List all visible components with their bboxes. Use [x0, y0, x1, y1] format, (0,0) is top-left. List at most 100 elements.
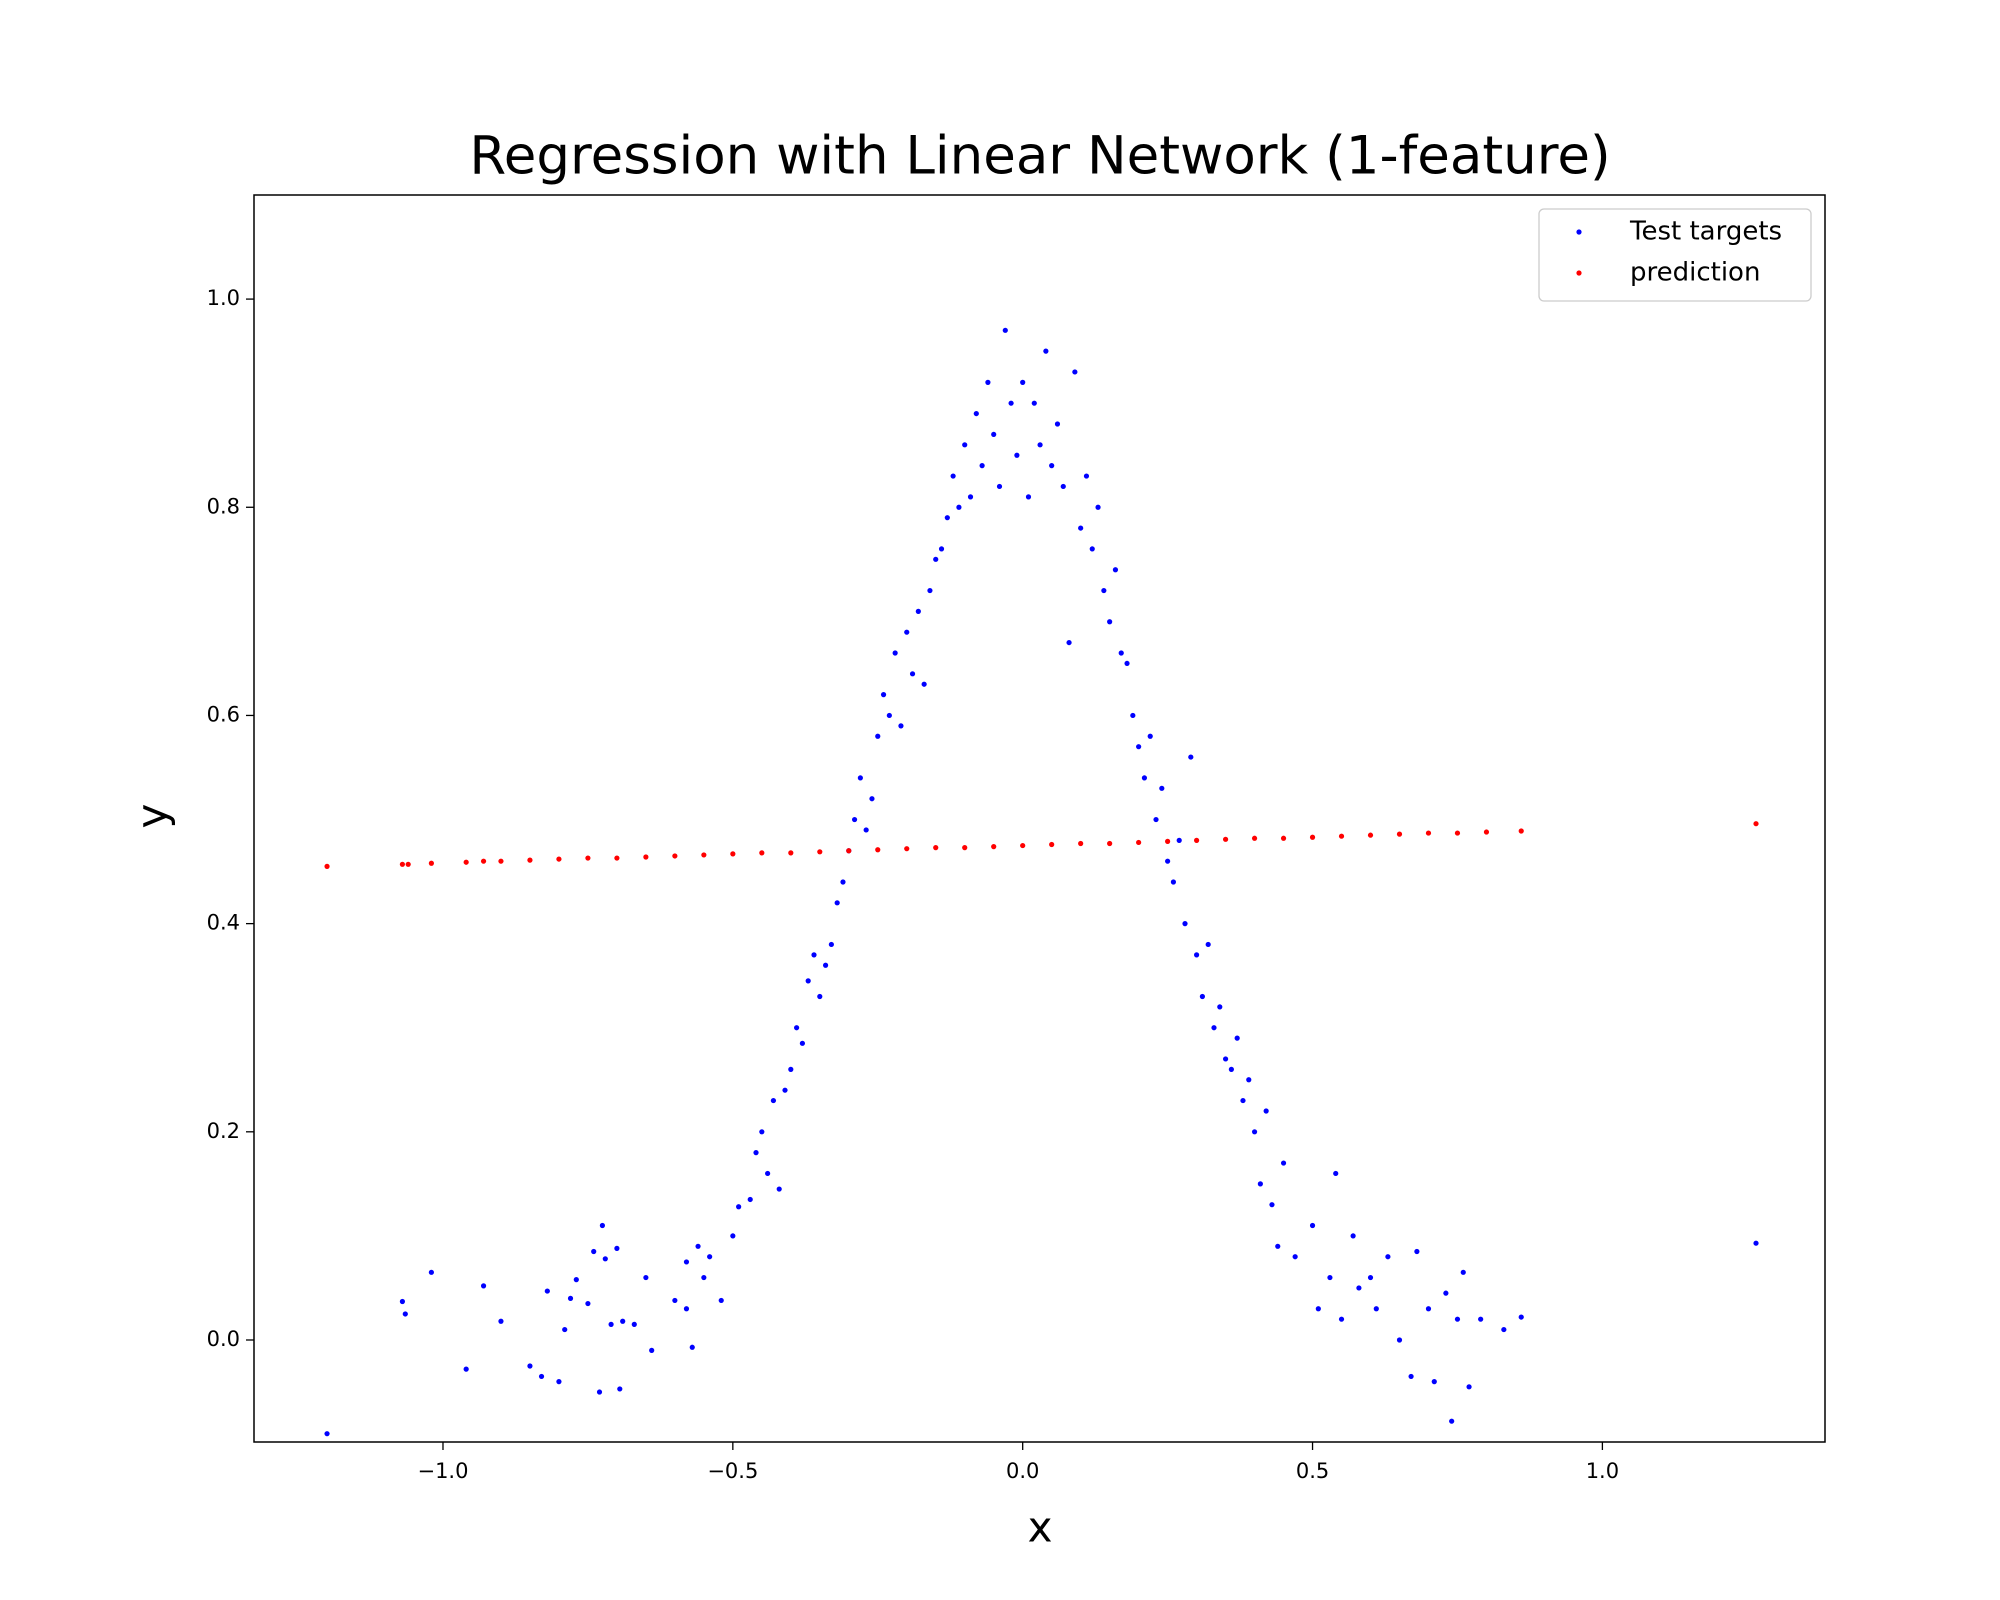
- y-tick-label: 0.2: [207, 1119, 240, 1143]
- scatter-point: [631, 1321, 637, 1327]
- scatter-point: [480, 1283, 487, 1289]
- scatter-point: [1338, 1316, 1345, 1322]
- scatter-point: [689, 1344, 695, 1350]
- scatter-point: [1031, 400, 1037, 406]
- scatter-point: [556, 856, 562, 862]
- scatter-point: [956, 504, 962, 510]
- scatter-point: [851, 816, 858, 823]
- scatter-point: [701, 852, 707, 858]
- legend-label: prediction: [1630, 258, 1760, 288]
- scatter-point: [324, 863, 330, 869]
- scatter-point: [979, 463, 985, 469]
- scatter-point: [822, 962, 829, 968]
- scatter-point: [1194, 837, 1200, 843]
- scatter-point: [1107, 840, 1113, 847]
- scatter-point: [602, 1256, 608, 1262]
- scatter-point: [399, 1298, 406, 1305]
- scatter-point: [585, 855, 591, 861]
- scatter-point: [1002, 327, 1008, 333]
- scatter-point: [1147, 733, 1153, 739]
- scatter-point: [614, 855, 620, 861]
- scatter-point: [463, 859, 469, 865]
- scatter-point: [1182, 921, 1188, 927]
- scatter-point: [1194, 952, 1200, 958]
- scatter-point: [770, 1097, 777, 1104]
- scatter-point: [1280, 1160, 1287, 1166]
- scatter-point: [1257, 1181, 1263, 1187]
- scatter-point: [765, 1170, 771, 1177]
- scatter-point: [962, 442, 968, 448]
- scatter-point: [1124, 660, 1130, 667]
- scatter-point: [1014, 452, 1020, 458]
- scatter-point: [788, 1066, 794, 1072]
- scatter-point: [620, 1318, 626, 1324]
- scatter-point: [1367, 1274, 1374, 1281]
- scatter-point: [730, 1233, 736, 1239]
- scatter-point: [718, 1297, 724, 1304]
- scatter-point: [1356, 1285, 1362, 1291]
- scatter-point: [683, 1259, 690, 1265]
- legend-label: Test targets: [1629, 217, 1782, 247]
- scatter-point: [938, 546, 945, 552]
- scatter-point: [1483, 829, 1490, 835]
- scatter-point: [846, 848, 852, 854]
- scatter-point: [1159, 785, 1165, 791]
- scatter-point: [324, 1431, 330, 1437]
- scatter-point: [1136, 839, 1142, 846]
- scatter-point: [1020, 379, 1026, 385]
- scatter-point: [1078, 525, 1084, 531]
- y-tick-label: 1.0: [207, 286, 240, 310]
- scatter-point: [817, 849, 823, 855]
- y-tick-label: 0.0: [207, 1327, 240, 1351]
- scatter-point: [1095, 504, 1101, 510]
- legend-marker: [1576, 229, 1582, 235]
- scatter-point: [1037, 442, 1043, 448]
- scatter-point: [1280, 835, 1287, 841]
- scatter-point: [1136, 744, 1142, 750]
- scatter-point: [1176, 837, 1182, 843]
- scatter-point: [1107, 619, 1113, 625]
- y-tick-label: 0.6: [207, 702, 240, 726]
- x-tick-label: −1.0: [417, 1459, 468, 1483]
- scatter-point: [991, 431, 997, 438]
- scatter-point: [1396, 1337, 1403, 1343]
- scatter-point: [1130, 712, 1136, 719]
- scatter-point: [921, 681, 927, 687]
- scatter-point: [672, 853, 678, 859]
- scatter-point: [1443, 1290, 1449, 1296]
- scatter-point: [991, 844, 997, 850]
- scatter-point: [683, 1306, 690, 1312]
- scatter-point: [1518, 1314, 1524, 1320]
- scatter-point: [1251, 1129, 1258, 1135]
- scatter-point: [1199, 993, 1205, 1000]
- scatter-point: [649, 1347, 655, 1354]
- x-tick-label: −0.5: [707, 1459, 758, 1483]
- scatter-point: [1153, 816, 1159, 823]
- scatter-point: [1454, 1316, 1461, 1322]
- scatter-point: [527, 1363, 533, 1369]
- scatter-point: [1333, 1170, 1339, 1177]
- scatter-point: [402, 1311, 408, 1317]
- scatter-point: [759, 1129, 765, 1135]
- scatter-point: [599, 1222, 606, 1229]
- scatter-point: [1118, 650, 1124, 656]
- scatter-point: [1066, 639, 1072, 646]
- scatter-point: [1518, 828, 1524, 834]
- scatter-point: [1054, 421, 1061, 427]
- scatter-point: [782, 1087, 788, 1093]
- scatter-point: [904, 846, 910, 852]
- scatter-point: [985, 379, 991, 385]
- scatter-point: [915, 608, 921, 614]
- scatter-point: [1246, 1077, 1252, 1083]
- scatter-point: [886, 712, 892, 719]
- scatter-point: [1338, 833, 1345, 839]
- scatter-point: [1385, 1254, 1391, 1260]
- scatter-point: [1217, 1004, 1223, 1010]
- scatter-point: [1165, 838, 1171, 844]
- scatter-point: [567, 1295, 574, 1301]
- scatter-point: [463, 1366, 469, 1372]
- scatter-point: [1431, 1379, 1437, 1385]
- scatter-point: [1367, 832, 1374, 838]
- scatter-point: [788, 850, 794, 856]
